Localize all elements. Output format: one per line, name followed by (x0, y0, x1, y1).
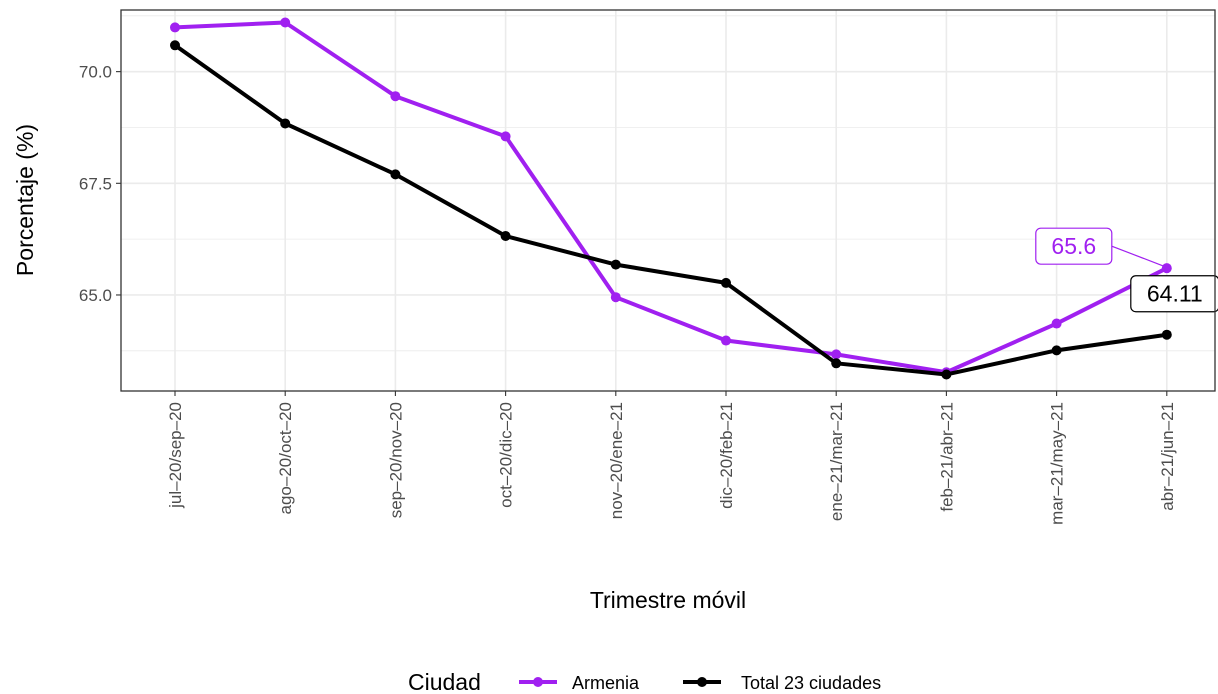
x-tick-label: jul–20/sep–20 (166, 402, 185, 509)
data-point-total-23-ciudades (831, 358, 842, 369)
y-axis: 65.0 67.5 70.0 (79, 63, 121, 305)
x-tick-label: feb–21/abr–21 (937, 402, 956, 512)
series-line-armenia (173, 20, 1169, 375)
data-point-total-23-ciudades (390, 169, 401, 180)
data-point-total-23-ciudades (721, 277, 731, 288)
data-point-total-23-ciudades (610, 259, 621, 270)
data-point-armenia (610, 292, 621, 303)
data-point-total-23-ciudades (1161, 329, 1172, 340)
legend-label-armenia: Armenia (572, 673, 640, 693)
legend-key-point-armenia (533, 677, 543, 687)
legend-key-point-total (697, 677, 707, 687)
x-axis-title: Trimestre móvil (590, 587, 746, 613)
x-tick-label: mar–21/may–21 (1048, 402, 1067, 525)
end-label-box-total-23-ciudades (1130, 275, 1218, 313)
y-axis-title: Porcentaje (%) (12, 124, 38, 276)
data-point-armenia (390, 91, 401, 102)
data-point-total-23-ciudades (941, 369, 952, 380)
y-tick-label: 65.0 (79, 286, 112, 305)
annotations: 65.6 64.11 (1035, 227, 1218, 313)
legend: Ciudad Armenia Total 23 ciudades (408, 669, 881, 694)
end-label-box-armenia (1035, 227, 1113, 265)
series-line-total-23-ciudades (173, 43, 1169, 377)
end-label-armenia: 65.6 (1051, 233, 1096, 259)
data-point-armenia (500, 131, 511, 142)
end-label-total-23-ciudades: 64.11 (1147, 281, 1203, 307)
data-point-total-23-ciudades (280, 118, 291, 129)
data-point-armenia (1051, 318, 1062, 329)
y-tick-label: 70.0 (79, 63, 112, 82)
y-tick-label: 67.5 (79, 174, 112, 193)
x-tick-label: oct–20/dic–20 (497, 402, 516, 508)
x-tick-label: sep–20/nov–20 (386, 402, 405, 518)
data-point-armenia (170, 22, 180, 33)
data-point-armenia (831, 349, 842, 360)
x-tick-label: abr–21/jun–21 (1158, 402, 1177, 511)
data-point-armenia (280, 17, 291, 28)
x-tick-label: nov–20/ene–21 (607, 402, 626, 519)
grid-minor (121, 15, 1215, 352)
x-axis: jul–20/sep–20 ago–20/oct–20 sep–20/nov–20 o… (166, 391, 1177, 525)
end-label-leader-armenia (1111, 245, 1165, 267)
x-tick-label: ago–20/oct–20 (276, 402, 295, 515)
legend-title: Ciudad (408, 669, 481, 694)
series-layer (170, 17, 1172, 380)
data-point-armenia (721, 335, 731, 346)
x-tick-label: dic–20/feb–21 (717, 402, 736, 509)
plot-panel-border (120, 9, 1216, 392)
data-point-armenia (1161, 263, 1172, 274)
legend-label-total: Total 23 ciudades (741, 673, 881, 693)
x-tick-label: ene–21/mar–21 (827, 402, 846, 521)
data-point-total-23-ciudades (170, 40, 180, 51)
grid-major (121, 10, 1215, 391)
data-point-total-23-ciudades (1051, 345, 1062, 356)
data-point-total-23-ciudades (500, 231, 511, 242)
